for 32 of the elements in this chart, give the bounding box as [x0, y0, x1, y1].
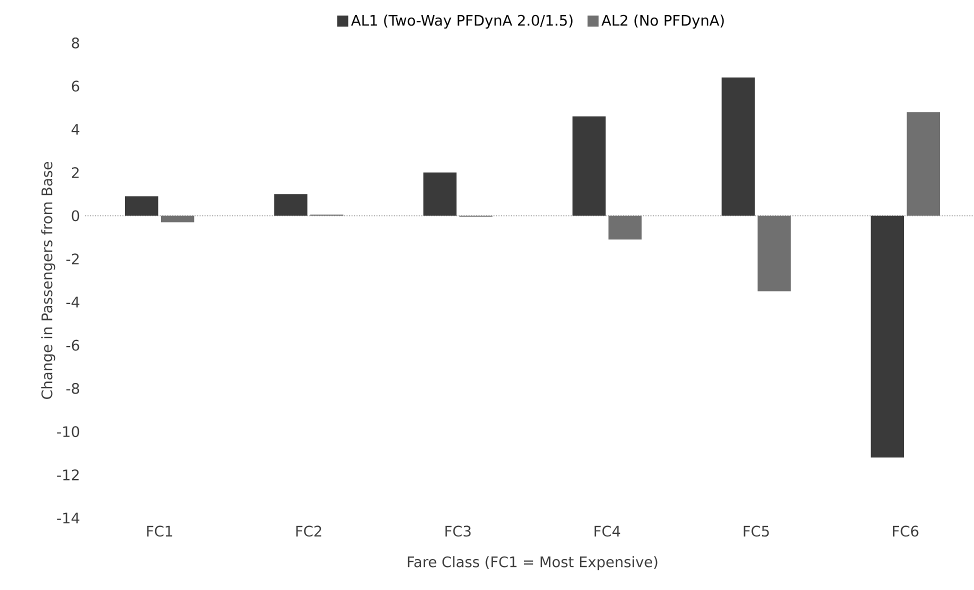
- x-tick-label: FC4: [594, 526, 620, 537]
- legend-label: AL1 (Two-Way PFDynA 2.0/1.5): [351, 14, 572, 29]
- bar: [722, 78, 755, 216]
- y-tick-label: 6: [72, 80, 80, 92]
- bar: [423, 172, 457, 216]
- bar: [906, 112, 940, 216]
- y-tick-label: 0: [72, 210, 80, 222]
- x-tick-label: FC2: [296, 526, 322, 537]
- x-tick-label: FC1: [147, 526, 172, 537]
- bar: [124, 196, 158, 216]
- x-axis-title: Fare Class (FC1 = Most Expensive): [408, 556, 658, 570]
- y-axis-title: Change in Passengers from Base: [41, 162, 56, 399]
- y-tick-label: -14: [57, 512, 80, 524]
- x-tick-label: FC3: [445, 526, 471, 537]
- bar: [160, 216, 194, 222]
- x-tick-label: FC6: [892, 526, 918, 537]
- y-tick-label: -12: [57, 469, 79, 480]
- y-tick-label: 8: [72, 38, 80, 48]
- y-tick-label: -8: [66, 382, 80, 394]
- y-tick-label: -2: [66, 254, 79, 264]
- y-tick-label: -6: [66, 340, 80, 351]
- y-tick-label: -4: [66, 296, 80, 308]
- y-tick-label: 4: [72, 124, 80, 135]
- legend-label: AL2 (No PFDynA): [602, 14, 724, 29]
- bar: [608, 216, 642, 240]
- y-tick-label: -10: [57, 426, 80, 438]
- x-tick-label: FC5: [744, 526, 769, 537]
- bar: [572, 116, 606, 216]
- y-tick-label: 2: [72, 167, 79, 178]
- bar: [758, 216, 791, 292]
- bar: [870, 216, 904, 458]
- bar: [274, 194, 308, 216]
